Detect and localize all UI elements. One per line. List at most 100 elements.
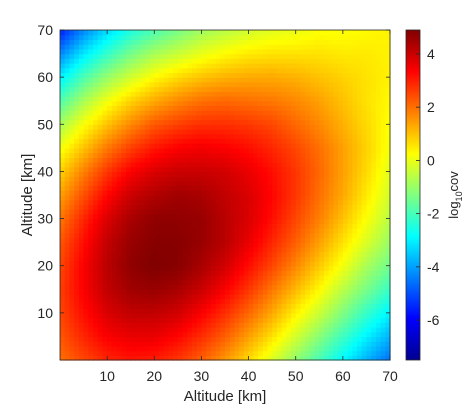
heatmap-cell (295, 119, 302, 125)
heatmap-cell (126, 48, 132, 55)
heatmap-cell (300, 223, 306, 229)
heatmap-cell (173, 67, 179, 74)
heatmap-cell (121, 246, 127, 253)
heatmap-cell (347, 308, 353, 314)
heatmap-cell (159, 336, 165, 342)
heatmap-cell (319, 81, 325, 88)
heatmap-cell (187, 147, 193, 154)
heatmap-cell (111, 213, 118, 220)
heatmap-cell (366, 143, 372, 149)
heatmap-cell (97, 341, 104, 347)
heatmap-cell (182, 72, 188, 78)
heatmap-cell (371, 228, 377, 234)
heatmap-cell (192, 265, 198, 272)
heatmap-cell (163, 105, 170, 111)
heatmap-cell (352, 185, 358, 191)
heatmap-cell (163, 110, 170, 116)
heatmap-cell (234, 143, 240, 149)
heatmap-cell (248, 298, 254, 305)
heatmap-cell (248, 345, 254, 352)
heatmap-cell (182, 265, 188, 272)
heatmap-cell (333, 162, 339, 168)
heatmap-cell (210, 114, 217, 121)
heatmap-cell (97, 331, 104, 338)
heatmap-cell (220, 48, 226, 55)
heatmap-cell (357, 199, 363, 206)
heatmap-cell (258, 355, 264, 361)
heatmap-cell (149, 218, 155, 224)
heatmap-cell (300, 39, 306, 45)
heatmap-cell (286, 350, 292, 356)
heatmap-cell (380, 279, 386, 286)
heatmap-cell (258, 133, 264, 140)
heatmap-cell (107, 213, 113, 220)
heatmap-cell (361, 138, 368, 144)
heatmap-cell (324, 298, 330, 305)
heatmap-cell (281, 157, 287, 163)
heatmap-cell (375, 218, 382, 224)
heatmap-cell (121, 143, 127, 149)
heatmap-cell (291, 345, 297, 352)
heatmap-cell (187, 166, 193, 173)
heatmap-cell (192, 242, 198, 248)
heatmap-cell (74, 308, 80, 314)
heatmap-cell (239, 209, 245, 215)
heatmap-cell (135, 114, 141, 121)
heatmap-cell (352, 209, 358, 215)
heatmap-cell (177, 312, 184, 319)
heatmap-cell (97, 270, 104, 276)
heatmap-cell (88, 67, 94, 74)
heatmap-cell (385, 228, 391, 234)
heatmap-cell (88, 336, 94, 342)
heatmap-cell (319, 261, 325, 267)
heatmap-cell (229, 157, 236, 163)
heatmap-cell (135, 171, 141, 177)
heatmap-cell (276, 81, 283, 88)
heatmap-cell (234, 327, 240, 333)
heatmap-cell (371, 317, 377, 323)
heatmap-cell (215, 322, 221, 328)
heatmap-cell (168, 341, 174, 347)
heatmap-cell (187, 162, 193, 168)
heatmap-cell (220, 322, 226, 328)
heatmap-cell (135, 232, 141, 239)
heatmap-cell (74, 133, 80, 140)
heatmap-cell (333, 171, 339, 177)
heatmap-cell (177, 176, 184, 182)
heatmap-cell (338, 213, 344, 220)
heatmap-cell (177, 209, 184, 215)
heatmap-cell (347, 152, 353, 158)
heatmap-cell (366, 246, 372, 253)
heatmap-cell (371, 100, 377, 107)
heatmap-cell (328, 30, 335, 36)
heatmap-cell (74, 114, 80, 121)
heatmap-cell (201, 185, 207, 191)
heatmap-cell (69, 162, 75, 168)
heatmap-cell (366, 119, 372, 125)
heatmap-cell (276, 143, 283, 149)
heatmap-cell (182, 152, 188, 158)
heatmap-cell (215, 63, 221, 69)
heatmap-cell (352, 119, 358, 125)
heatmap-cell (328, 350, 335, 356)
heatmap-cell (83, 67, 89, 74)
heatmap-cell (163, 213, 170, 220)
heatmap-cell (83, 190, 89, 196)
heatmap-cell (352, 86, 358, 92)
heatmap-cell (192, 138, 198, 144)
heatmap-cell (319, 48, 325, 55)
heatmap-cell (83, 213, 89, 220)
heatmap-cell (295, 284, 302, 290)
x-tick-label: 10 (99, 368, 115, 384)
heatmap-cell (144, 195, 151, 201)
heatmap-cell (286, 289, 292, 295)
heatmap-cell (342, 251, 349, 257)
heatmap-cell (333, 195, 339, 201)
heatmap-cell (300, 251, 306, 257)
heatmap-cell (64, 327, 71, 333)
heatmap-cell (135, 77, 141, 83)
heatmap-cell (220, 81, 226, 88)
heatmap-cell (253, 312, 259, 319)
heatmap-cell (347, 298, 353, 305)
heatmap-cell (338, 30, 344, 36)
